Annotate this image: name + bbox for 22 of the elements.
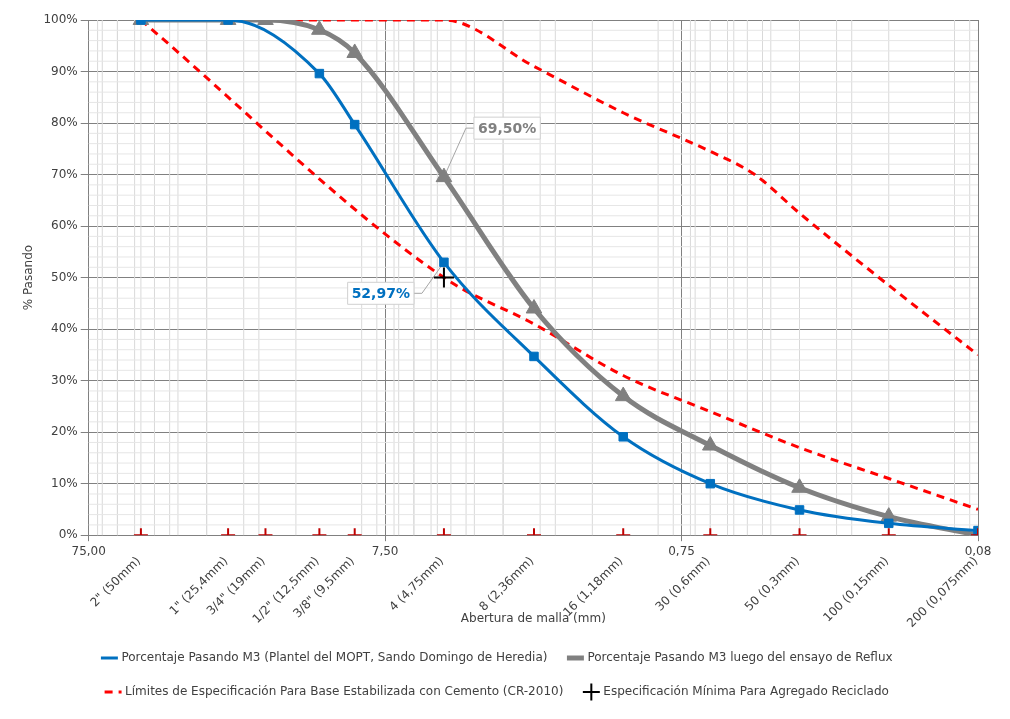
y-tick-label: 90%	[51, 63, 78, 78]
y-tick-label: 20%	[51, 424, 78, 439]
legend-label: Límites de Especificación Para Base Estabilizada con Cemento (CR-2010)	[125, 684, 564, 699]
y-tick-label: 0%	[58, 527, 78, 542]
x-tick-label: 0,08	[964, 543, 992, 558]
legend-label: Porcentaje Pasando M3 (Plantel del MOPT, Sando Domingo de Heredia)	[121, 650, 548, 665]
x-tick-label: 75,00	[71, 543, 106, 558]
x-tick-label: 7,50	[371, 543, 399, 558]
y-tick-label: 30%	[51, 372, 78, 387]
x-tick-label: 0,75	[668, 543, 695, 558]
y-tick-label: 100%	[43, 12, 78, 27]
data-label: 52,97%	[351, 284, 410, 301]
y-tick-label: 70%	[51, 166, 78, 181]
data-label: 69,50%	[477, 119, 537, 136]
legend-label: Especificación Mínima Para Agregado Reciclado	[603, 684, 889, 699]
legend-label: Porcentaje Pasando M3 luego del ensayo de Reflux	[587, 650, 893, 665]
y-tick-label: 10%	[51, 475, 78, 490]
y-axis-title: % Pasando	[21, 244, 36, 311]
y-tick-label: 40%	[51, 321, 78, 336]
y-tick-label: 50%	[51, 269, 78, 284]
y-tick-label: 80%	[51, 115, 78, 130]
y-tick-label: 60%	[51, 218, 78, 233]
